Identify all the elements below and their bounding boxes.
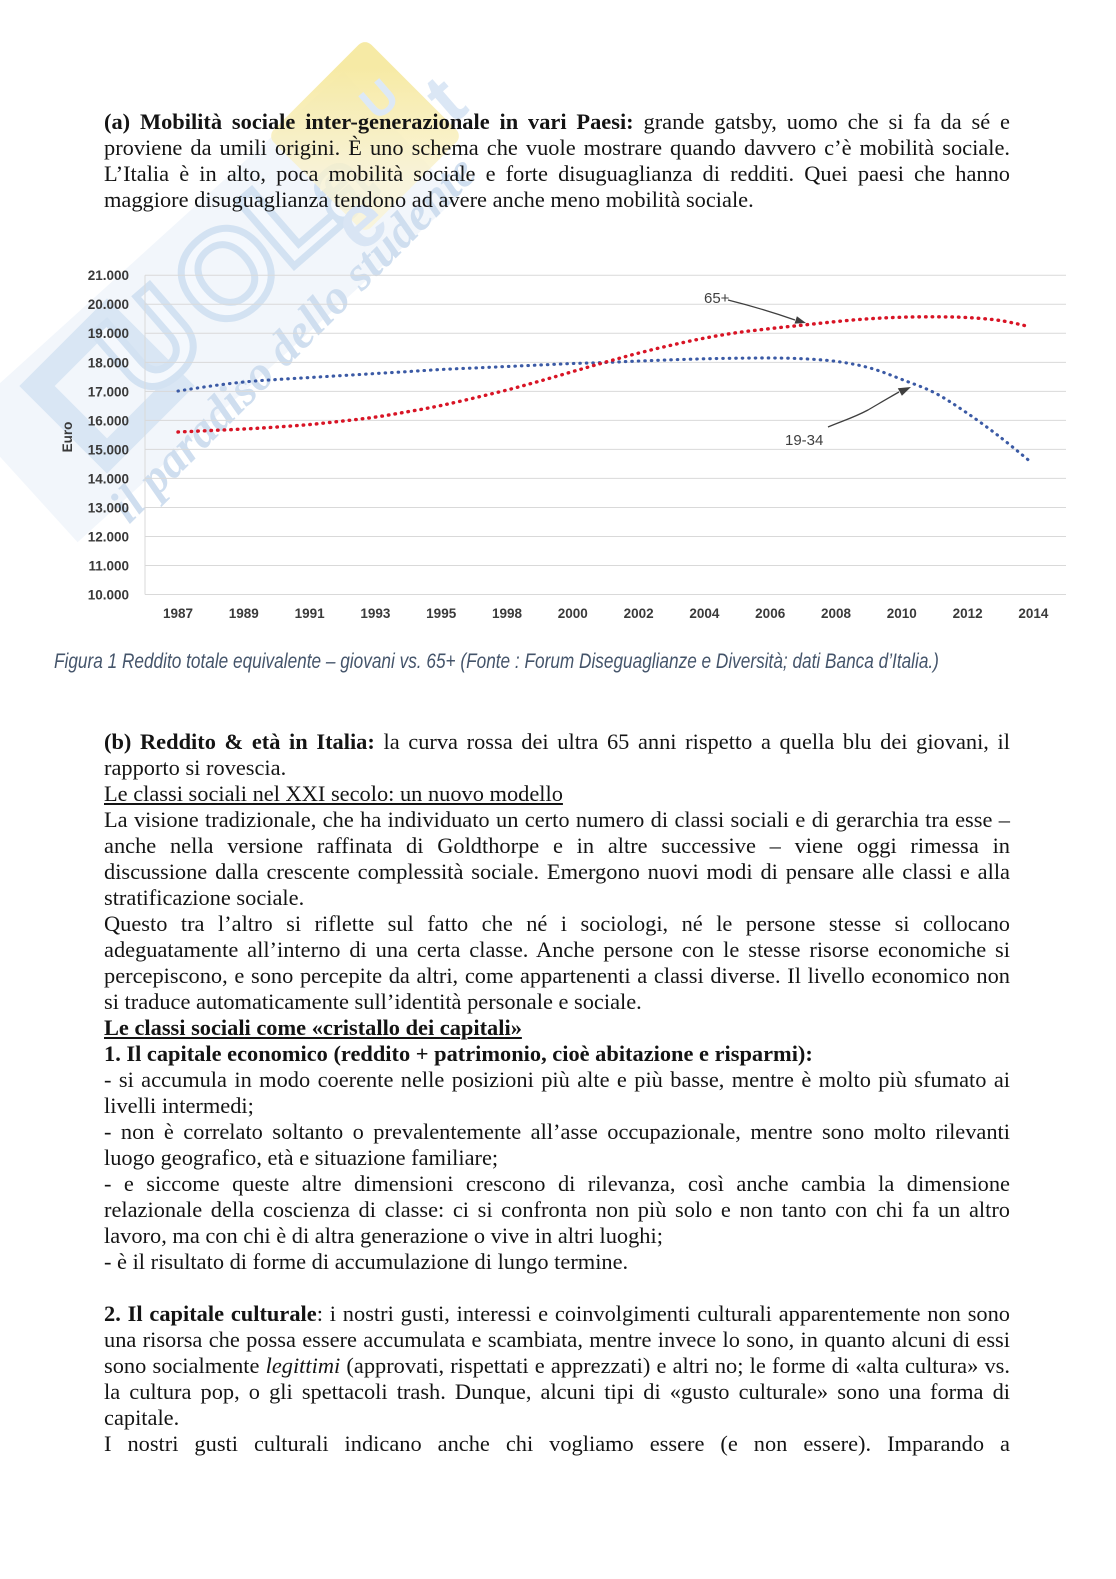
svg-text:2002: 2002	[624, 606, 654, 621]
svg-text:19-34: 19-34	[785, 432, 823, 449]
svg-text:18.000: 18.000	[88, 355, 129, 370]
svg-text:Euro: Euro	[60, 422, 75, 453]
svg-text:2010: 2010	[887, 606, 917, 621]
svg-text:10.000: 10.000	[88, 587, 129, 602]
svg-text:17.000: 17.000	[88, 384, 129, 399]
svg-text:21.000: 21.000	[88, 268, 129, 283]
svg-text:16.000: 16.000	[88, 413, 129, 428]
svg-text:2014: 2014	[1018, 606, 1049, 621]
svg-text:65+: 65+	[704, 290, 730, 307]
svg-text:1989: 1989	[229, 606, 259, 621]
svg-text:2006: 2006	[755, 606, 786, 621]
svg-text:11.000: 11.000	[88, 558, 129, 573]
svg-text:13.000: 13.000	[88, 500, 129, 515]
svg-text:19.000: 19.000	[88, 326, 129, 341]
svg-text:2008: 2008	[821, 606, 852, 621]
svg-text:2004: 2004	[689, 606, 720, 621]
svg-text:15.000: 15.000	[88, 442, 129, 457]
svg-text:2000: 2000	[558, 606, 588, 621]
svg-text:14.000: 14.000	[88, 471, 129, 486]
svg-text:2012: 2012	[953, 606, 983, 621]
svg-text:1998: 1998	[492, 606, 523, 621]
svg-text:1987: 1987	[163, 606, 193, 621]
svg-text:1991: 1991	[295, 606, 326, 621]
svg-text:12.000: 12.000	[88, 529, 129, 544]
svg-text:20.000: 20.000	[88, 297, 129, 312]
svg-text:1995: 1995	[426, 606, 457, 621]
svg-text:1993: 1993	[360, 606, 391, 621]
